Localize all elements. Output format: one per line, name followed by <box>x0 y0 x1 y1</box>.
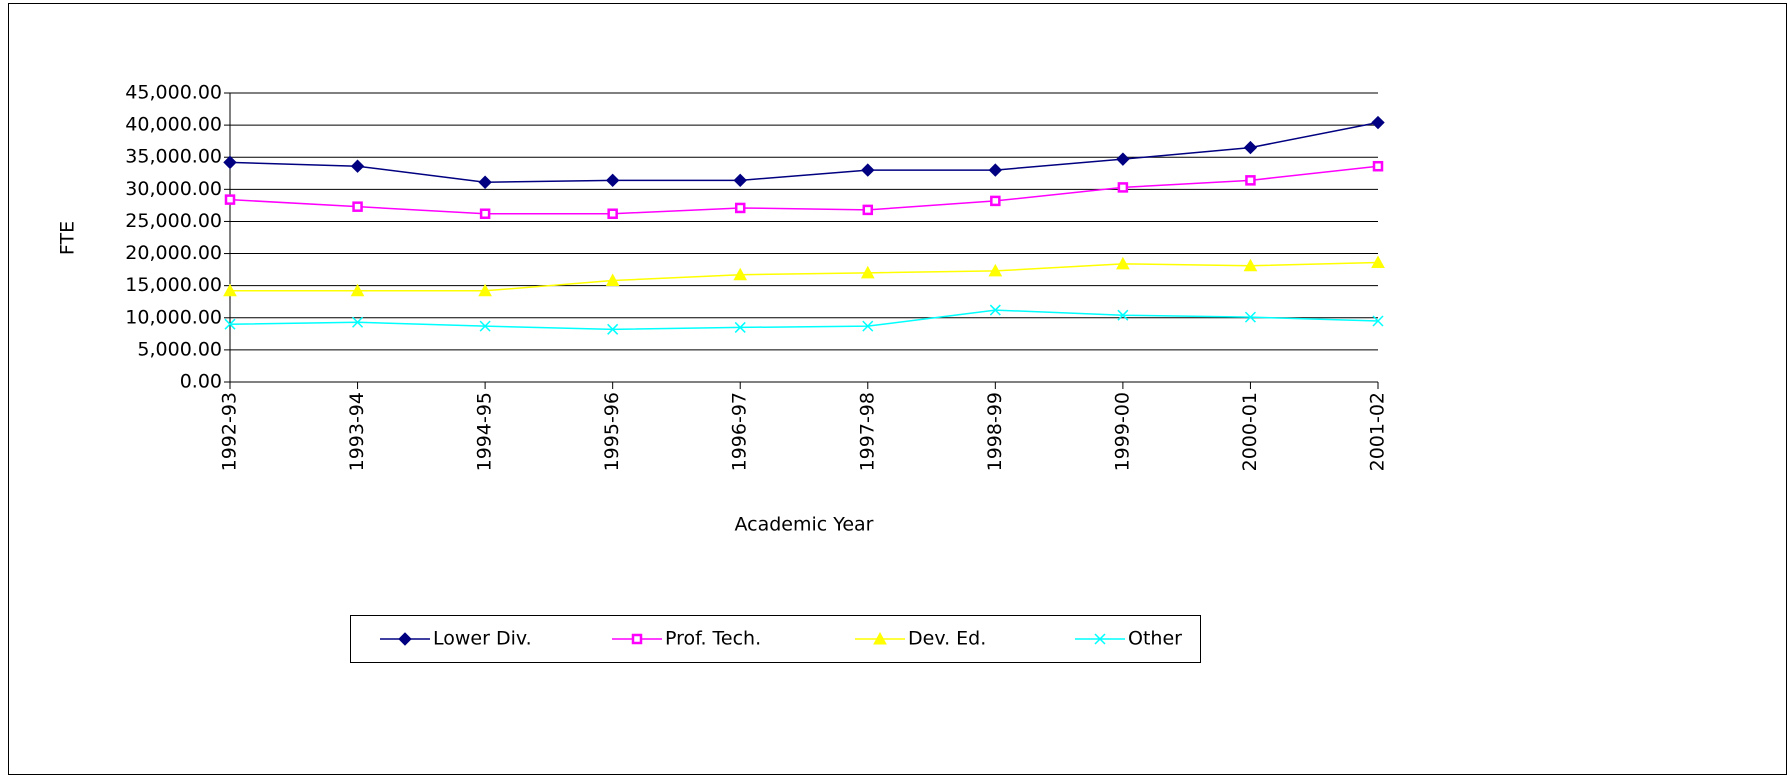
data-point <box>607 323 619 335</box>
series-line <box>230 261 1379 292</box>
data-point <box>1371 115 1385 130</box>
data-point <box>1371 255 1385 269</box>
legend-item: Lower Div. <box>380 628 532 650</box>
y-tick-label: 0.00 <box>180 371 222 393</box>
legend-marker <box>1094 633 1106 645</box>
legend-label: Other <box>1128 628 1182 650</box>
legend-item: Other <box>1075 628 1182 650</box>
data-point <box>988 163 1003 177</box>
data-point <box>733 173 747 188</box>
y-tick-label: 5,000.00 <box>137 338 222 360</box>
data-point <box>479 320 491 332</box>
x-tick-label: 1995-96 <box>601 392 623 471</box>
data-point <box>1372 160 1384 172</box>
legend-marker <box>873 631 887 645</box>
data-point <box>1244 311 1256 323</box>
data-point <box>350 283 365 297</box>
data-point <box>478 283 492 297</box>
data-point <box>1245 175 1256 186</box>
y-tick-label: 45,000.00 <box>125 82 222 104</box>
data-point <box>1243 258 1258 272</box>
data-point <box>478 175 492 189</box>
x-tick-label: 1999-00 <box>1111 392 1133 471</box>
data-point <box>1116 152 1130 166</box>
series-line <box>229 121 1379 184</box>
data-point <box>733 267 748 281</box>
y-tick-label: 20,000.00 <box>125 242 222 264</box>
legend-label: Lower Div. <box>433 628 532 650</box>
y-axis-label: FTE <box>57 221 79 255</box>
x-tick-label: 1993-94 <box>346 392 368 471</box>
data-point <box>607 208 618 219</box>
data-point <box>862 320 874 332</box>
legend-item: Prof. Tech. <box>612 628 761 650</box>
data-point <box>1116 256 1130 270</box>
data-point <box>1243 140 1258 155</box>
x-tick-label: 1992-93 <box>219 392 241 471</box>
legend-item: Dev. Ed. <box>855 628 986 650</box>
data-point <box>223 283 237 297</box>
y-tick-label: 15,000.00 <box>125 274 222 296</box>
x-tick-label: 1997-98 <box>856 392 878 471</box>
data-point <box>988 263 1003 277</box>
data-point <box>1117 309 1129 321</box>
data-point <box>605 173 620 188</box>
data-point <box>734 321 746 333</box>
legend-label: Dev. Ed. <box>908 628 986 650</box>
y-tick-label: 35,000.00 <box>125 146 222 168</box>
data-point <box>223 155 237 170</box>
y-tick-label: 10,000.00 <box>125 306 222 328</box>
x-tick-label: 1994-95 <box>474 392 496 471</box>
data-point <box>352 316 364 328</box>
series-line <box>229 309 1379 331</box>
data-point <box>861 163 875 177</box>
legend-marker <box>631 633 643 645</box>
data-point <box>1117 182 1129 193</box>
x-tick-label: 1998-99 <box>984 392 1006 471</box>
legend-box <box>350 615 1201 663</box>
data-point <box>734 202 746 214</box>
legend-label: Prof. Tech. <box>665 628 761 650</box>
data-point <box>990 195 1001 207</box>
data-point <box>352 201 363 212</box>
y-tick-label: 25,000.00 <box>125 210 222 232</box>
data-point <box>224 318 236 330</box>
x-tick-label: 2001-02 <box>1367 392 1389 471</box>
data-point <box>350 159 365 173</box>
data-point <box>860 265 875 279</box>
y-tick-label: 30,000.00 <box>125 178 222 200</box>
series-line <box>229 165 1379 215</box>
x-tick-label: 1996-97 <box>729 392 751 471</box>
data-point <box>1372 315 1384 327</box>
x-tick-label: 2000-01 <box>1239 392 1261 471</box>
data-point <box>605 273 620 287</box>
legend-marker <box>398 632 412 646</box>
data-point <box>989 304 1001 316</box>
data-point <box>224 194 236 205</box>
data-point <box>479 208 491 219</box>
data-point <box>862 204 874 216</box>
y-tick-label: 40,000.00 <box>125 114 222 136</box>
x-axis-label: Academic Year <box>734 514 873 536</box>
